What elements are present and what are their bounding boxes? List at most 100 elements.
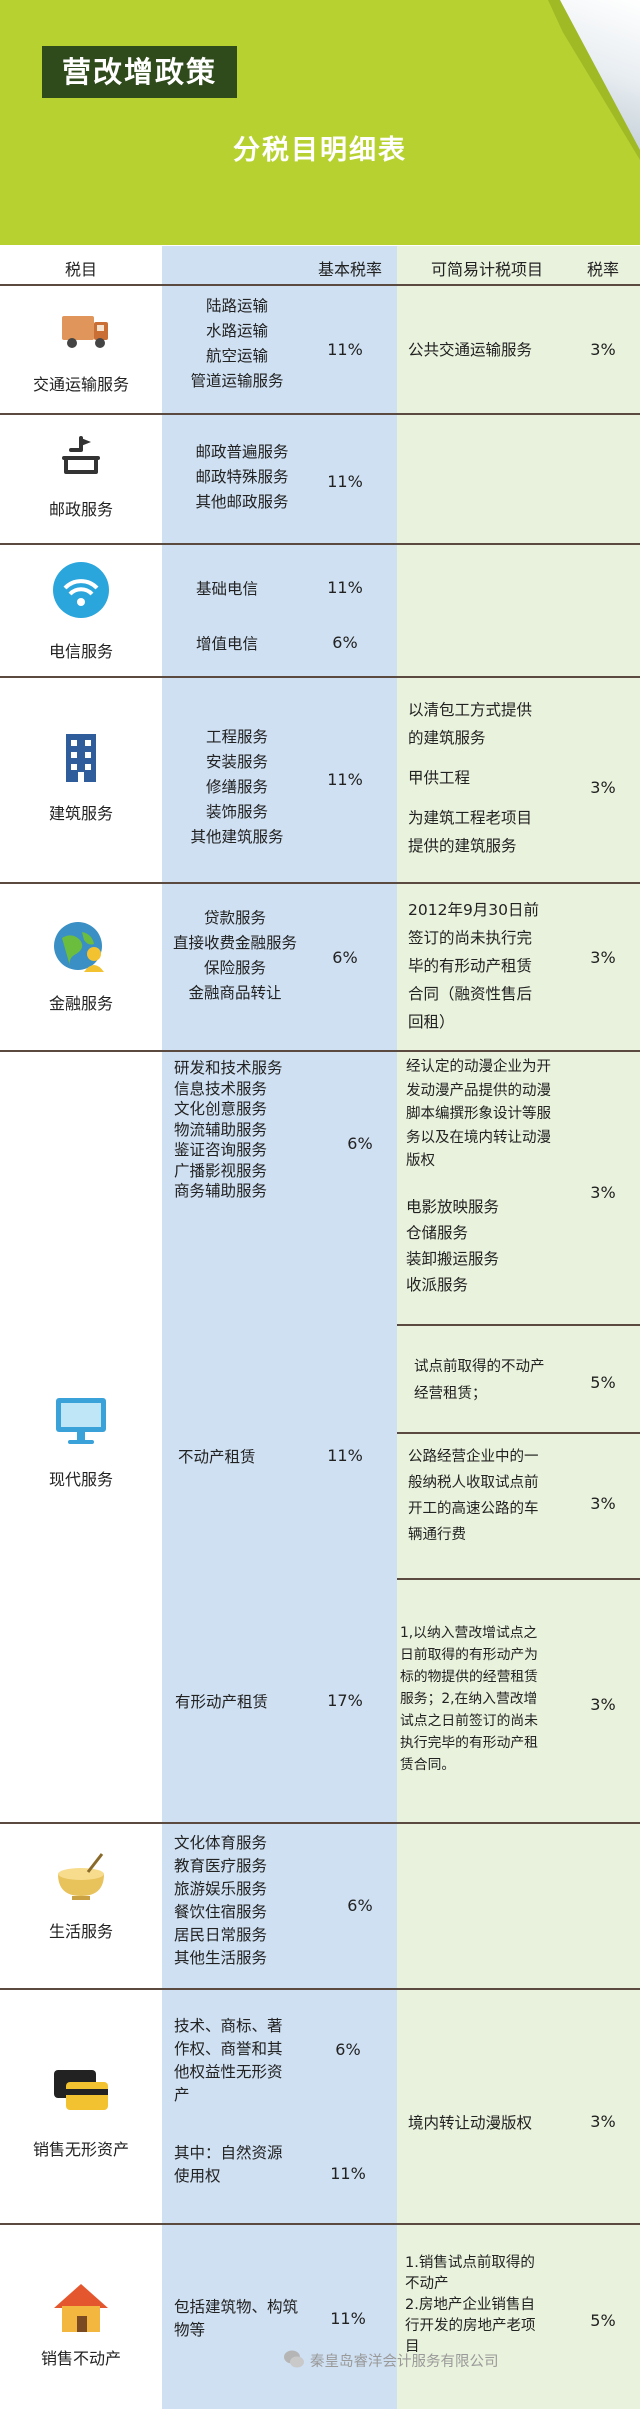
list-item: 信息技术服务 bbox=[174, 1079, 268, 1098]
list-item: 作权、商誉和其 bbox=[174, 2040, 283, 2058]
category-construction: 建筑服务 bbox=[48, 804, 113, 823]
list-item: 居民日常服务 bbox=[174, 1926, 268, 1944]
sub-row-divider bbox=[397, 1432, 640, 1434]
row-divider bbox=[0, 2223, 640, 2225]
list-item: 鉴证咨询服务 bbox=[174, 1141, 268, 1159]
simple-rate-value: 3% bbox=[590, 2112, 616, 2131]
simple-tax-column-bg bbox=[397, 246, 640, 2409]
list-item: 的建筑服务 bbox=[408, 729, 486, 747]
list-item: 为建筑工程老项目 bbox=[408, 809, 533, 827]
list-item: 经营租赁； bbox=[414, 1386, 487, 1402]
column-header-simple-items: 可简易计税项目 bbox=[430, 260, 543, 279]
list-item: 安装服务 bbox=[205, 753, 268, 771]
sub-row-divider bbox=[397, 1578, 640, 1580]
row-divider bbox=[0, 882, 640, 884]
list-item: 其他邮政服务 bbox=[195, 493, 289, 511]
list-item: 装饰服务 bbox=[205, 803, 268, 821]
simple-items-tangible-lease: 1,以纳入营改增试点之 日前取得的有形动产为 标的物提供的经营租赁 服务；2,在… bbox=[400, 1622, 572, 1776]
list-item: 陆路运输 bbox=[205, 297, 268, 315]
list-item: 务以及在境内转让动漫 bbox=[406, 1129, 551, 1146]
category-telecom: 电信服务 bbox=[48, 642, 113, 661]
list-item: 文化体育服务 bbox=[174, 1834, 268, 1852]
monitor-icon bbox=[56, 1398, 106, 1444]
page-title: 营改增政策 bbox=[42, 46, 238, 98]
simple-items-construction: 以清包工方式提供 的建筑服务 甲供工程 为建筑工程老项目 提供的建筑服务 bbox=[408, 696, 573, 860]
simple-items-modern: 经认定的动漫企业为开 发动漫产品提供的动漫 脚本编撰形象设计等服 务以及在境内转… bbox=[406, 1056, 581, 1298]
simple-items-finance: 2012年9月30日前 签订的尚未执行完 毕的有形动产租赁 合同（融资性售后 回… bbox=[408, 896, 573, 1036]
list-item: 公路经营企业中的一 bbox=[408, 1449, 539, 1465]
list-item: 签订的尚未执行完 bbox=[408, 929, 533, 947]
list-item: 教育医疗服务 bbox=[174, 1857, 268, 1875]
category-finance: 金融服务 bbox=[48, 994, 113, 1013]
items-living: 文化体育服务 教育医疗服务 旅游娱乐服务 餐饮住宿服务 居民日常服务 其他生活服… bbox=[174, 1832, 314, 1970]
basic-rate-column-bg bbox=[162, 246, 397, 2409]
row-divider bbox=[0, 413, 640, 415]
simple-rate-value: 3% bbox=[590, 1494, 616, 1513]
list-item: 日前取得的有形动产为 bbox=[400, 1647, 538, 1663]
items-transport: 陆路运输 水路运输 航空运输 管道运输服务 bbox=[172, 294, 302, 394]
page-subtitle: 分税目明细表 bbox=[233, 135, 407, 166]
list-item: 修缮服务 bbox=[205, 778, 268, 796]
list-item: 试点前取得的不动产 bbox=[414, 1359, 545, 1375]
item-tangible-lease: 有形动产租赁 bbox=[175, 1693, 269, 1711]
list-item: 直接收费金融服务 bbox=[172, 934, 297, 952]
list-item: 版权 bbox=[406, 1153, 435, 1169]
list-item: 仓储服务 bbox=[406, 1223, 469, 1242]
list-item: 水路运输 bbox=[205, 322, 268, 340]
item-real-estate-lease: 不动产租赁 bbox=[178, 1448, 256, 1466]
list-item: 甲供工程 bbox=[408, 769, 471, 787]
basic-rate-value: 6% bbox=[347, 1134, 373, 1153]
basic-rate-value: 11% bbox=[327, 472, 363, 491]
list-item: 邮政普遍服务 bbox=[195, 443, 289, 461]
list-item: 管道运输服务 bbox=[190, 372, 284, 390]
list-item: 其中：自然资源 bbox=[174, 2144, 283, 2162]
list-item: 包括建筑物、构筑 bbox=[174, 2298, 299, 2316]
list-item: 物等 bbox=[174, 2321, 206, 2339]
simple-item: 境内转让动漫版权 bbox=[408, 2114, 533, 2132]
category-real-estate: 销售不动产 bbox=[40, 2349, 121, 2368]
list-item: 辆通行费 bbox=[408, 1527, 466, 1543]
basic-rate-value: 6% bbox=[332, 948, 358, 967]
list-item: 1.销售试点前取得的 bbox=[405, 2255, 535, 2271]
list-item: 金融商品转让 bbox=[188, 984, 282, 1002]
list-item: 其他建筑服务 bbox=[190, 828, 284, 846]
row-divider bbox=[0, 1988, 640, 1990]
column-header-category: 税目 bbox=[64, 260, 97, 279]
list-item: 他权益性无形资 bbox=[174, 2063, 283, 2081]
list-item: 1,以纳入营改增试点之 bbox=[400, 1625, 538, 1641]
row-divider bbox=[0, 676, 640, 678]
list-item: 产 bbox=[174, 2086, 190, 2104]
simple-rate-value: 3% bbox=[590, 1695, 616, 1714]
building-icon bbox=[66, 734, 96, 782]
list-item: 工程服务 bbox=[205, 728, 268, 746]
list-item: 物流辅助服务 bbox=[174, 1120, 268, 1139]
list-item: 电影放映服务 bbox=[406, 1197, 500, 1216]
items-real-estate: 包括建筑物、构筑 物等 bbox=[174, 2296, 314, 2342]
basic-rate-value: 11% bbox=[327, 340, 363, 359]
simple-rate-value: 3% bbox=[590, 1183, 616, 1202]
globe-person-icon bbox=[54, 922, 104, 972]
simple-rate-value: 3% bbox=[590, 948, 616, 967]
truck-icon bbox=[62, 316, 108, 348]
list-item: 合同（融资性售后 bbox=[408, 985, 533, 1003]
category-transport: 交通运输服务 bbox=[32, 375, 129, 394]
basic-rate-value: 11% bbox=[330, 2164, 366, 2183]
list-item: 文化创意服务 bbox=[174, 1100, 268, 1118]
list-item: 装卸搬运服务 bbox=[406, 1249, 500, 1268]
row-divider bbox=[0, 1050, 640, 1052]
list-item: 不动产 bbox=[405, 2276, 449, 2292]
list-item: 餐饮住宿服务 bbox=[174, 1903, 268, 1921]
basic-rate-value: 11% bbox=[327, 770, 363, 789]
list-item: 服务；2,在纳入营改增 bbox=[400, 1691, 538, 1707]
category-postal: 邮政服务 bbox=[48, 500, 113, 519]
row-divider bbox=[0, 284, 640, 286]
column-header-rate: 税率 bbox=[586, 260, 619, 279]
list-item: 经认定的动漫企业为开 bbox=[406, 1059, 551, 1075]
items-natural-resource: 其中：自然资源 使用权 bbox=[174, 2142, 314, 2188]
list-item: 收派服务 bbox=[406, 1275, 469, 1294]
row-divider bbox=[0, 543, 640, 545]
list-item: 以清包工方式提供 bbox=[408, 701, 533, 719]
items-telecom-value-added: 增值电信 bbox=[196, 635, 259, 653]
list-item: 目 bbox=[405, 2339, 420, 2355]
column-header-basic-rate: 基本税率 bbox=[317, 260, 382, 279]
